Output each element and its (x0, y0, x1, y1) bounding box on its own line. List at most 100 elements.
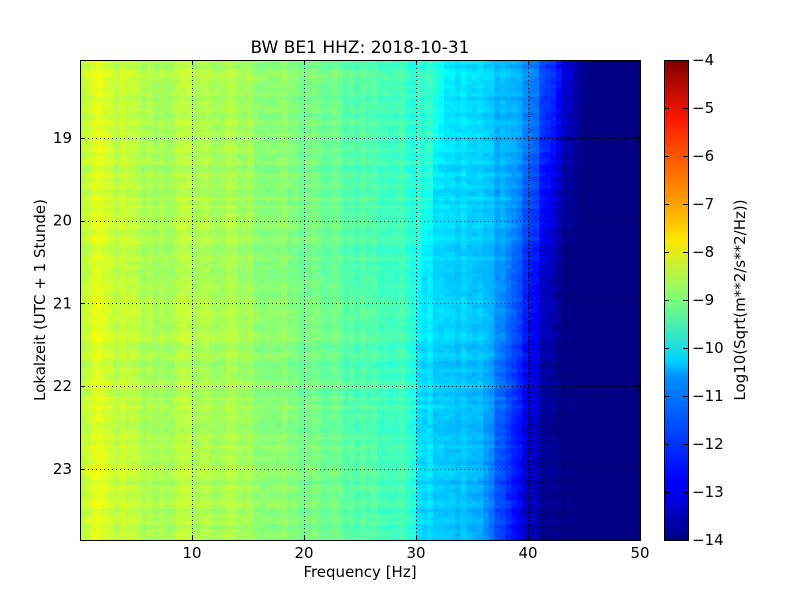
heatmap-cell (399, 392, 406, 397)
heatmap-cell (623, 352, 630, 357)
heatmap-cell (522, 352, 529, 357)
heatmap-cell (287, 420, 294, 425)
heatmap-cell (623, 476, 630, 481)
heatmap-cell (192, 520, 199, 525)
heatmap-cell (136, 456, 143, 461)
heatmap-cell (399, 400, 406, 405)
heatmap-cell (455, 388, 462, 393)
heatmap-cell (287, 424, 294, 429)
heatmap-cell (466, 508, 473, 513)
heatmap-cell (203, 364, 210, 369)
heatmap-cell (315, 472, 322, 477)
heatmap-cell (455, 500, 462, 505)
heatmap-cell (259, 484, 266, 489)
heatmap-cell (164, 408, 171, 413)
heatmap-cell (376, 348, 383, 353)
heatmap-cell (404, 516, 411, 521)
heatmap-cell (511, 400, 518, 405)
heatmap-cell (147, 504, 154, 509)
heatmap-cell (158, 512, 165, 517)
heatmap-cell (606, 484, 613, 489)
heatmap-cell (600, 344, 607, 349)
heatmap-cell (102, 456, 109, 461)
heatmap-cell (371, 532, 378, 537)
heatmap-cell (360, 340, 367, 345)
heatmap-cell (309, 416, 316, 421)
heatmap-cell (208, 348, 215, 353)
heatmap-cell (259, 424, 266, 429)
heatmap-cell (556, 388, 563, 393)
heatmap-cell (388, 412, 395, 417)
heatmap-cell (119, 412, 126, 417)
heatmap-cell (455, 376, 462, 381)
heatmap-cell (466, 352, 473, 357)
heatmap-cell (281, 376, 288, 381)
heatmap-cell (80, 480, 87, 485)
heatmap-cell (634, 352, 641, 357)
heatmap-cell (539, 440, 546, 445)
heatmap-cell (175, 440, 182, 445)
heatmap-cell (416, 416, 423, 421)
heatmap-cell (225, 508, 232, 513)
heatmap-cell (432, 388, 439, 393)
heatmap-cell (472, 496, 479, 501)
heatmap-cell (416, 500, 423, 505)
heatmap-cell (287, 364, 294, 369)
heatmap-cell (477, 524, 484, 529)
heatmap-cell (421, 468, 428, 473)
heatmap-cell (141, 356, 148, 361)
heatmap-cell (348, 384, 355, 389)
heatmap-cell (208, 368, 215, 373)
heatmap-cell (124, 424, 131, 429)
heatmap-cell (516, 476, 523, 481)
heatmap-cell (432, 344, 439, 349)
heatmap-cell (108, 520, 115, 525)
heatmap-cell (376, 452, 383, 457)
heatmap-cell (584, 420, 591, 425)
heatmap-cell (477, 412, 484, 417)
heatmap-cell (80, 452, 87, 457)
heatmap-cell (628, 404, 635, 409)
heatmap-cell (292, 504, 299, 509)
heatmap-cell (416, 424, 423, 429)
heatmap-cell (91, 512, 98, 517)
heatmap-cell (595, 520, 602, 525)
heatmap-cell (220, 536, 227, 541)
heatmap-cell (136, 496, 143, 501)
heatmap-cell (220, 484, 227, 489)
heatmap-cell (416, 428, 423, 433)
heatmap-cell (332, 520, 339, 525)
heatmap-cell (617, 412, 624, 417)
heatmap-cell (130, 452, 137, 457)
heatmap-cell (449, 428, 456, 433)
heatmap-cell (360, 480, 367, 485)
heatmap-cell (455, 504, 462, 509)
heatmap-cell (192, 508, 199, 513)
heatmap-cell (600, 388, 607, 393)
heatmap-cell (388, 508, 395, 513)
heatmap-cell (533, 436, 540, 441)
heatmap-cell (186, 424, 193, 429)
heatmap-cell (315, 352, 322, 357)
heatmap-cell (253, 492, 260, 497)
heatmap-cell (197, 340, 204, 345)
heatmap-cell (511, 520, 518, 525)
heatmap-cell (292, 408, 299, 413)
heatmap-cell (264, 340, 271, 345)
heatmap-cell (287, 448, 294, 453)
heatmap-cell (483, 408, 490, 413)
heatmap-cell (494, 428, 501, 433)
heatmap-cell (130, 428, 137, 433)
heatmap-cell (214, 504, 221, 509)
heatmap-cell (533, 376, 540, 381)
heatmap-cell (343, 432, 350, 437)
heatmap-cell (455, 524, 462, 529)
heatmap-cell (292, 488, 299, 493)
heatmap-cell (455, 412, 462, 417)
heatmap-cell (320, 524, 327, 529)
heatmap-cell (192, 428, 199, 433)
heatmap-cell (253, 464, 260, 469)
heatmap-cell (472, 528, 479, 533)
heatmap-cell (208, 352, 215, 357)
heatmap-cell (270, 512, 277, 517)
